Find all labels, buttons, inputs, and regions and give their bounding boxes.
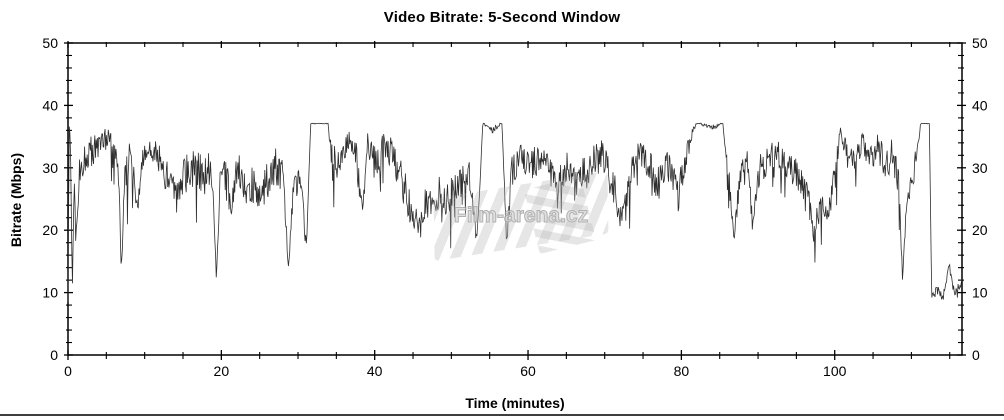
- y-tick-label-left: 20: [42, 222, 58, 238]
- y-tick-label-right: 10: [972, 285, 988, 301]
- x-tick-label: 60: [520, 363, 536, 379]
- y-tick-label-right: 20: [972, 222, 988, 238]
- y-tick-label-right: 50: [972, 35, 988, 51]
- y-tick-label-left: 10: [42, 285, 58, 301]
- y-tick-label-left: 30: [42, 160, 58, 176]
- bitrate-trace: [67, 122, 963, 302]
- y-tick-label-right: 40: [972, 97, 988, 113]
- x-tick-label: 40: [367, 363, 383, 379]
- plot-frame: [67, 42, 963, 356]
- x-tick-label: 0: [64, 363, 72, 379]
- y-tick-label-left: 0: [50, 347, 58, 363]
- x-axis-label: Time (minutes): [465, 395, 565, 411]
- y-tick-label-right: 0: [972, 347, 980, 363]
- bottom-edge-line: [0, 414, 1004, 416]
- x-tick-label: 100: [823, 363, 847, 379]
- y-tick-label-left: 50: [42, 35, 58, 51]
- x-tick-label: 80: [674, 363, 690, 379]
- y-tick-label-left: 40: [42, 97, 58, 113]
- x-tick-label: 20: [214, 363, 230, 379]
- y-tick-label-right: 30: [972, 160, 988, 176]
- chart-title: Video Bitrate: 5-Second Window: [383, 9, 621, 26]
